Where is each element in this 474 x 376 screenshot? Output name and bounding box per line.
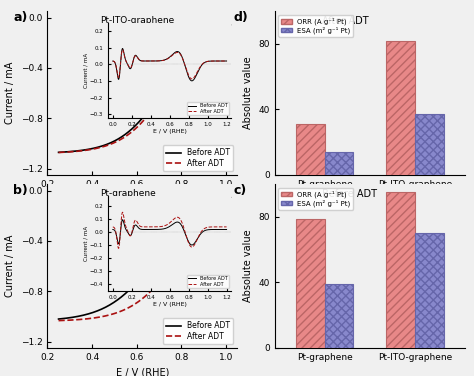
Bar: [386, 41, 415, 175]
After ADT: [158, 96, 164, 100]
Before ADT: [228, 23, 233, 27]
Bar: [325, 284, 354, 348]
Text: After ADT: After ADT: [322, 16, 369, 26]
Before ADT: [158, 250, 164, 254]
Text: d): d): [233, 11, 248, 24]
Bar: [386, 193, 415, 348]
After ADT: [228, 202, 233, 206]
After ADT: [211, 212, 217, 217]
Before ADT: [201, 206, 206, 211]
Line: Before ADT: Before ADT: [59, 25, 230, 152]
After ADT: [157, 279, 163, 283]
After ADT: [56, 318, 62, 323]
Bar: [415, 114, 444, 175]
Bar: [415, 233, 444, 348]
Legend: Before ADT, After ADT: Before ADT, After ADT: [163, 318, 233, 344]
Line: Before ADT: Before ADT: [59, 197, 230, 319]
Text: Before ADT: Before ADT: [322, 189, 377, 199]
Bar: [325, 152, 354, 175]
Y-axis label: Absolute value: Absolute value: [243, 57, 253, 129]
After ADT: [56, 150, 62, 155]
Text: Pt-ITO-graphene: Pt-ITO-graphene: [100, 16, 175, 25]
Line: After ADT: After ADT: [59, 204, 230, 321]
After ADT: [211, 31, 217, 36]
After ADT: [158, 278, 164, 282]
Bar: [296, 124, 325, 175]
X-axis label: E/ V (RHE): E/ V (RHE): [117, 194, 167, 204]
Text: a): a): [13, 11, 27, 24]
Line: After ADT: After ADT: [59, 26, 230, 153]
Text: b): b): [13, 184, 28, 197]
Before ADT: [211, 29, 217, 33]
Y-axis label: Current / mA: Current / mA: [5, 62, 15, 124]
After ADT: [56, 150, 62, 155]
Legend: Before ADT, After ADT: Before ADT, After ADT: [163, 146, 233, 171]
After ADT: [228, 23, 233, 28]
Legend: ORR (A g⁻¹ Pt), ESA (m² g⁻¹ Pt): ORR (A g⁻¹ Pt), ESA (m² g⁻¹ Pt): [278, 15, 353, 37]
Before ADT: [56, 150, 62, 155]
Before ADT: [161, 86, 166, 91]
Before ADT: [56, 150, 62, 155]
After ADT: [201, 223, 206, 227]
Before ADT: [157, 91, 163, 96]
X-axis label: E / V (RHE): E / V (RHE): [116, 367, 169, 376]
Y-axis label: Absolute value: Absolute value: [243, 230, 253, 302]
After ADT: [56, 318, 62, 323]
Before ADT: [211, 200, 217, 205]
Text: Pt-graphene: Pt-graphene: [100, 189, 156, 198]
After ADT: [161, 91, 166, 96]
Before ADT: [56, 317, 62, 321]
Text: c): c): [233, 184, 246, 197]
After ADT: [157, 96, 163, 101]
After ADT: [161, 274, 166, 279]
Before ADT: [157, 250, 163, 255]
Before ADT: [56, 317, 62, 321]
Y-axis label: Current / mA: Current / mA: [5, 235, 15, 297]
Before ADT: [161, 246, 166, 250]
Legend: ORR (A g⁻¹ Pt), ESA (m² g⁻¹ Pt): ORR (A g⁻¹ Pt), ESA (m² g⁻¹ Pt): [278, 188, 353, 210]
Before ADT: [201, 36, 206, 41]
Bar: [296, 218, 325, 348]
After ADT: [201, 39, 206, 44]
Before ADT: [228, 195, 233, 199]
Before ADT: [158, 91, 164, 95]
